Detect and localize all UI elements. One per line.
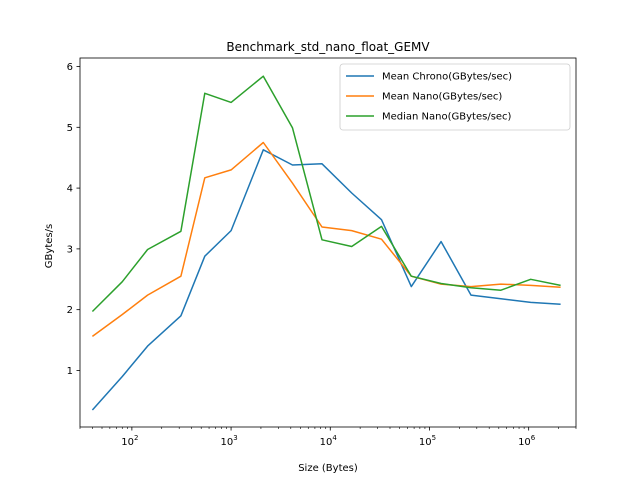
legend-label: Mean Chrono(GBytes/sec) — [382, 72, 512, 83]
y-tick-label: 6 — [67, 62, 73, 73]
y-tick-label: 1 — [67, 366, 73, 377]
axes-frame — [79, 57, 577, 428]
series-line-2 — [91, 141, 561, 338]
y-tick-label: 2 — [67, 305, 73, 316]
x-tick-label: 102 — [121, 434, 138, 448]
x-tick-label: 106 — [518, 434, 536, 448]
legend-label: Median Nano(GBytes/sec) — [382, 112, 512, 123]
chart-title: Benchmark_std_nano_float_GEMV — [226, 40, 430, 54]
legend: Mean Chrono(GBytes/sec) Mean Nano(GBytes/… — [339, 63, 571, 131]
legend-box — [339, 63, 571, 131]
y-tick-label: 3 — [67, 244, 73, 255]
x-tick-label: 105 — [419, 434, 436, 448]
y-axis-label: GBytes/s — [44, 224, 55, 268]
x-axis-ticks: 102 103 104 105 106 — [79, 427, 577, 448]
series-lines — [91, 75, 561, 411]
x-tick-label: 103 — [220, 434, 237, 448]
y-tick-label: 4 — [67, 184, 73, 195]
y-tick-label: 5 — [67, 123, 73, 134]
series-line-3 — [91, 75, 561, 313]
series-line-1 — [91, 149, 561, 411]
legend-label: Mean Nano(GBytes/sec) — [382, 92, 502, 103]
y-axis-ticks: 1 2 3 4 5 6 — [67, 62, 80, 377]
plot-area — [79, 57, 577, 428]
x-axis-label: Size (Bytes) — [298, 463, 358, 474]
x-tick-label: 104 — [320, 434, 338, 448]
